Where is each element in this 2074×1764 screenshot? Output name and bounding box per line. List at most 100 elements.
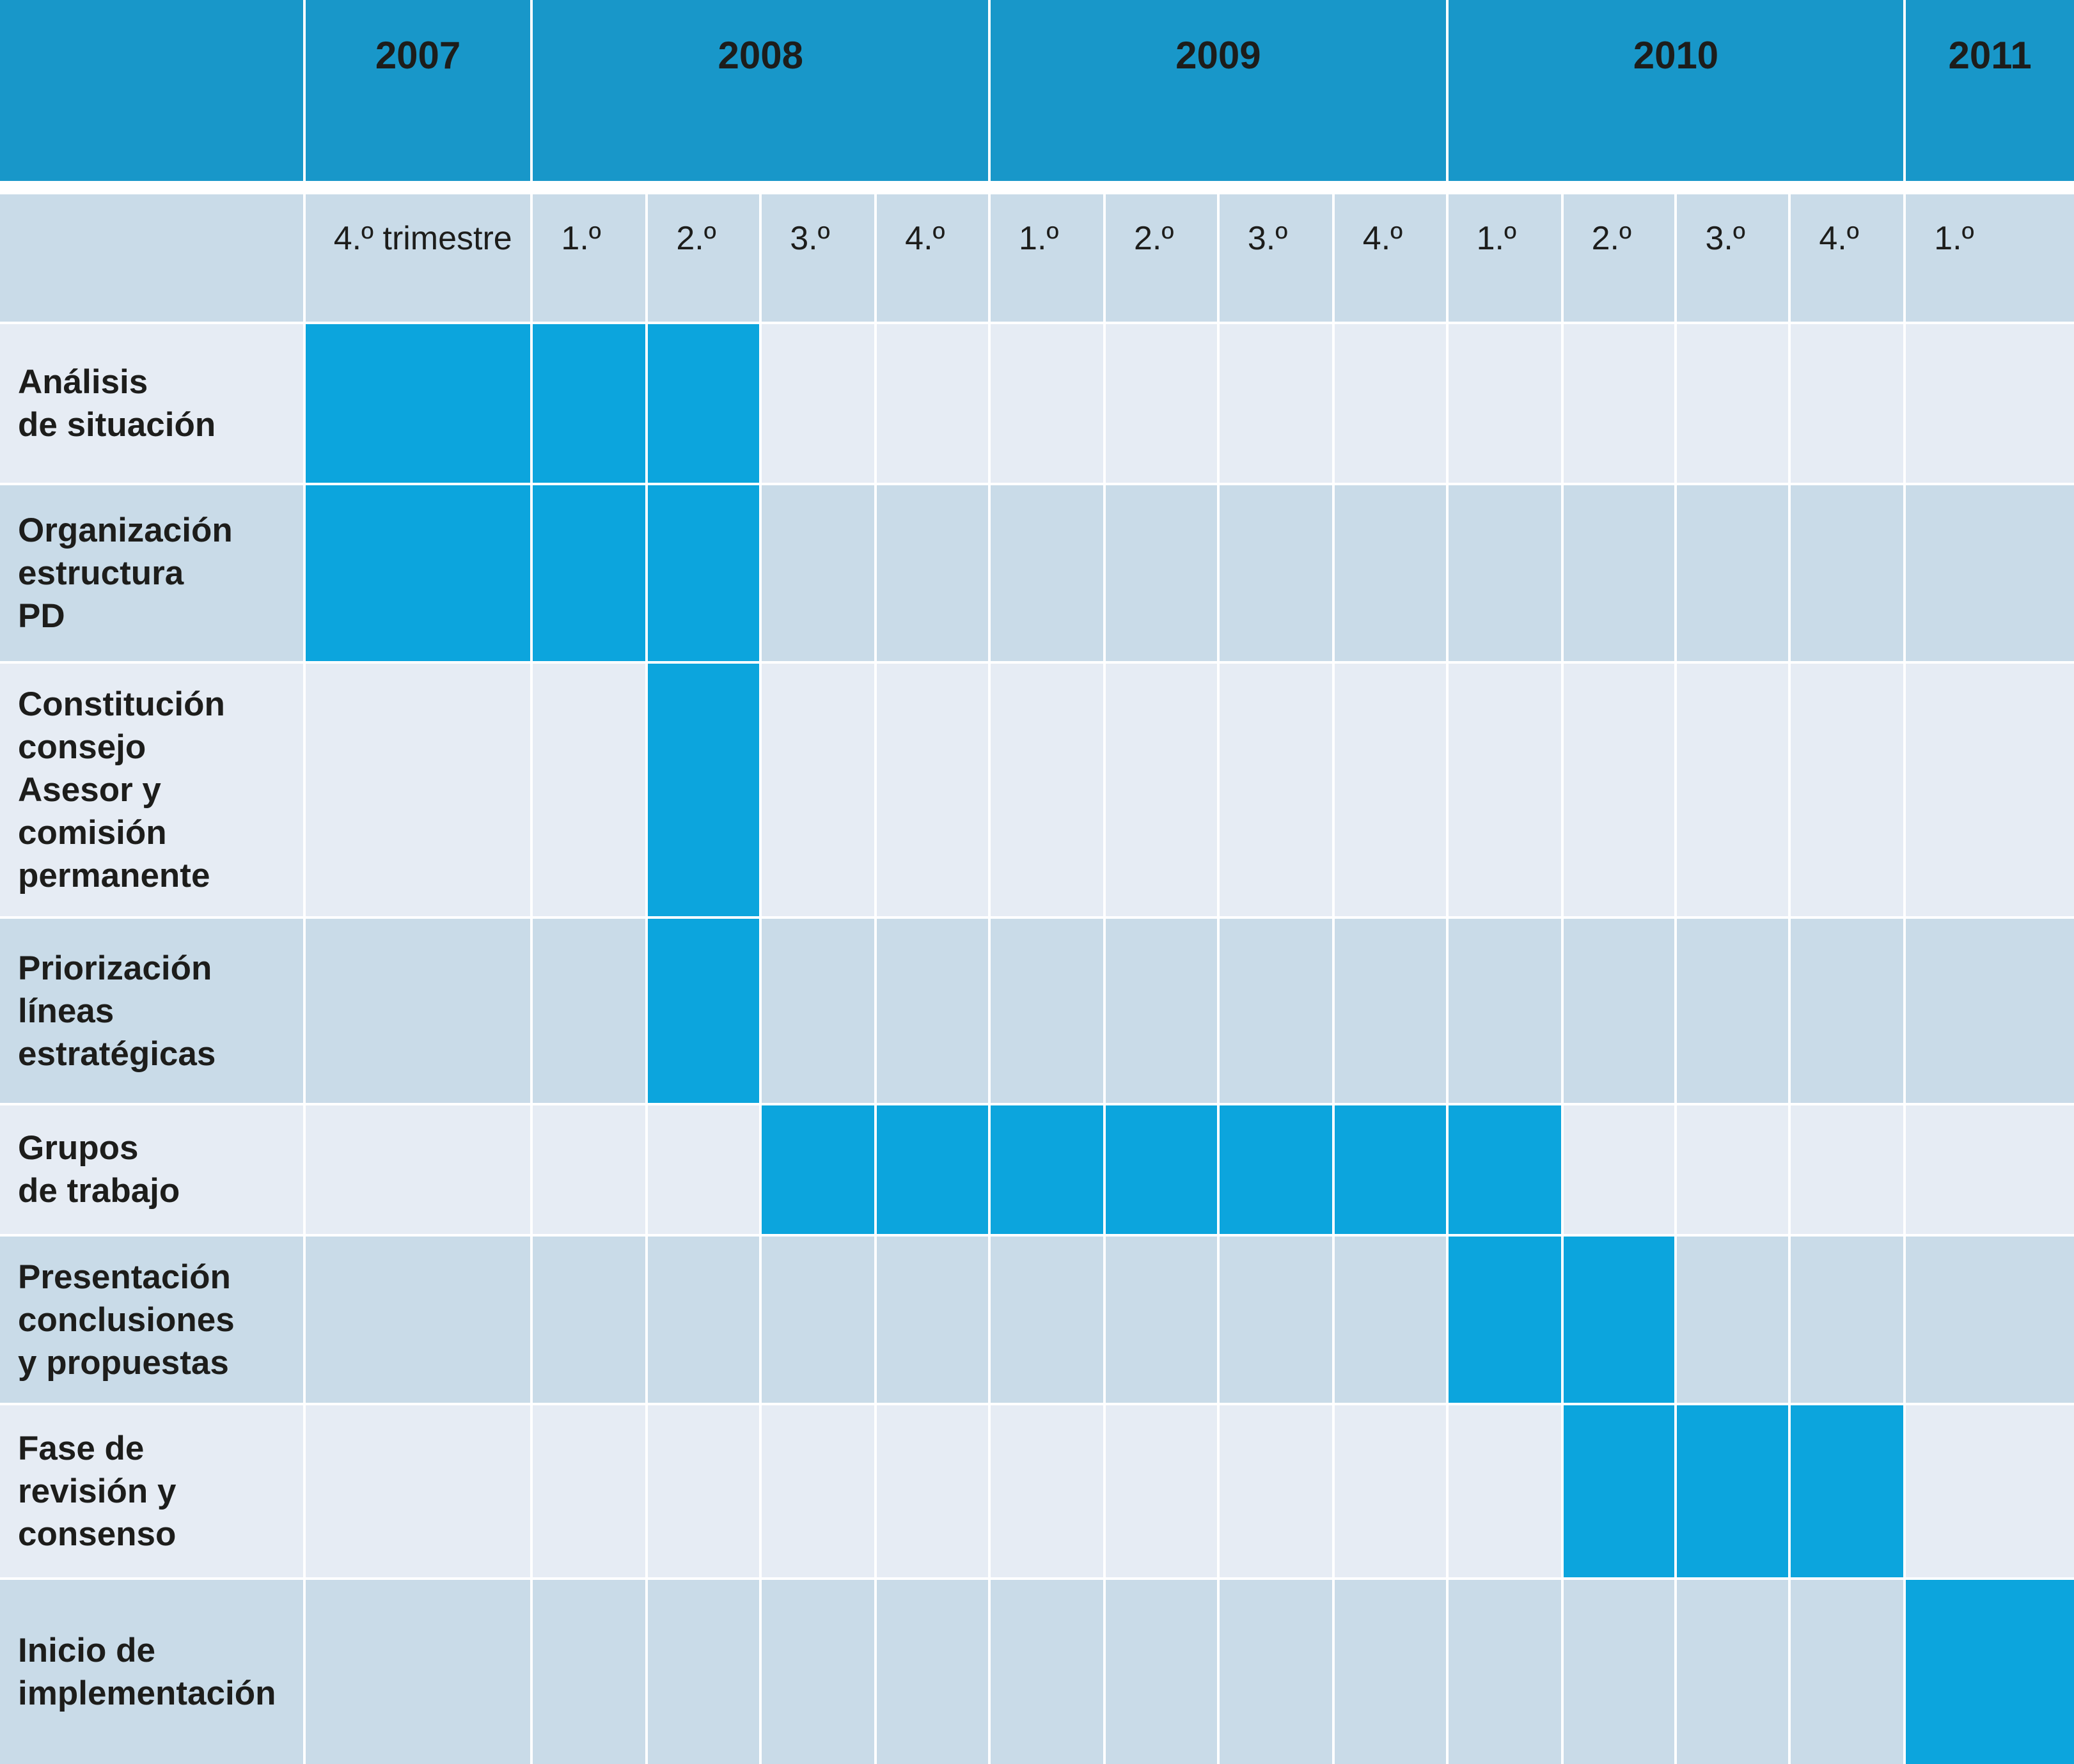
empty-cell	[991, 1580, 1103, 1764]
empty-cell	[762, 919, 875, 1103]
empty-cell	[1448, 324, 1561, 483]
year-header: 2009	[991, 0, 1446, 182]
empty-cell	[877, 324, 989, 483]
empty-cell	[1677, 1236, 1789, 1403]
empty-cell	[991, 919, 1103, 1103]
empty-cell	[648, 1105, 760, 1234]
empty-cell	[305, 664, 531, 917]
empty-cell	[877, 485, 989, 662]
empty-cell	[1791, 485, 1904, 662]
active-cell	[648, 485, 760, 662]
active-cell	[648, 919, 760, 1103]
empty-cell	[1334, 1236, 1446, 1403]
empty-cell	[1791, 1580, 1904, 1764]
empty-cell	[762, 664, 875, 917]
empty-cell	[1219, 919, 1332, 1103]
empty-cell	[533, 1580, 646, 1764]
empty-cell	[305, 1236, 531, 1403]
empty-cell	[305, 1405, 531, 1578]
empty-cell	[1906, 485, 2074, 662]
active-cell	[1334, 1105, 1446, 1234]
empty-cell	[1563, 324, 1675, 483]
active-cell	[1563, 1405, 1675, 1578]
empty-cell	[1105, 1580, 1217, 1764]
empty-cell	[1791, 324, 1904, 483]
empty-cell	[648, 1405, 760, 1578]
year-header: 2008	[533, 0, 989, 182]
empty-cell	[1906, 1236, 2074, 1403]
active-cell	[877, 1105, 989, 1234]
empty-cell	[1563, 485, 1675, 662]
header-corner	[0, 0, 303, 182]
quarter-header: 2.º	[1105, 194, 1217, 322]
empty-cell	[991, 485, 1103, 662]
task-label: Organización estructura PD	[0, 485, 303, 662]
empty-cell	[1105, 664, 1217, 917]
empty-cell	[305, 919, 531, 1103]
active-cell	[1448, 1105, 1561, 1234]
active-cell	[762, 1105, 875, 1234]
task-label: Priorización líneas estratégicas	[0, 919, 303, 1103]
active-cell	[1906, 1580, 2074, 1764]
empty-cell	[305, 1105, 531, 1234]
empty-cell	[762, 1405, 875, 1578]
task-label: Constitución consejo Asesor y comisión p…	[0, 664, 303, 917]
empty-cell	[1219, 324, 1332, 483]
quarter-header: 1.º	[1906, 194, 2074, 322]
empty-cell	[1677, 1105, 1789, 1234]
empty-cell	[1448, 1405, 1561, 1578]
quarter-header: 4.º	[1334, 194, 1446, 322]
active-cell	[305, 485, 531, 662]
empty-cell	[1219, 1236, 1332, 1403]
quarter-header: 1.º	[991, 194, 1103, 322]
active-cell	[1563, 1236, 1675, 1403]
empty-cell	[991, 664, 1103, 917]
empty-cell	[991, 1236, 1103, 1403]
quarter-header: 2.º	[1563, 194, 1675, 322]
empty-cell	[1563, 1105, 1675, 1234]
empty-cell	[1334, 664, 1446, 917]
empty-cell	[305, 1580, 531, 1764]
empty-cell	[1677, 919, 1789, 1103]
empty-cell	[762, 485, 875, 662]
empty-cell	[533, 1105, 646, 1234]
empty-cell	[1791, 919, 1904, 1103]
active-cell	[1448, 1236, 1561, 1403]
empty-cell	[1677, 664, 1789, 917]
quarter-header: 3.º	[762, 194, 875, 322]
quarter-header: 3.º	[1219, 194, 1332, 322]
empty-cell	[1105, 1236, 1217, 1403]
empty-cell	[1677, 1580, 1789, 1764]
task-label: Inicio de implementación	[0, 1580, 303, 1764]
quarter-corner	[0, 194, 303, 322]
empty-cell	[1219, 1580, 1332, 1764]
task-label: Análisis de situación	[0, 324, 303, 483]
empty-cell	[1105, 324, 1217, 483]
active-cell	[1791, 1405, 1904, 1578]
empty-cell	[1448, 485, 1561, 662]
empty-cell	[1334, 485, 1446, 662]
empty-cell	[1791, 1236, 1904, 1403]
empty-cell	[1105, 1405, 1217, 1578]
empty-cell	[1334, 1405, 1446, 1578]
empty-cell	[1448, 664, 1561, 917]
empty-cell	[1219, 664, 1332, 917]
empty-cell	[533, 664, 646, 917]
empty-cell	[1105, 919, 1217, 1103]
active-cell	[991, 1105, 1103, 1234]
empty-cell	[762, 1580, 875, 1764]
empty-cell	[648, 1236, 760, 1403]
empty-cell	[1906, 919, 2074, 1103]
empty-cell	[1677, 485, 1789, 662]
quarter-header: 4.º trimestre	[305, 194, 531, 322]
empty-cell	[762, 1236, 875, 1403]
active-cell	[648, 324, 760, 483]
empty-cell	[991, 1405, 1103, 1578]
year-header: 2011	[1906, 0, 2074, 182]
empty-cell	[1677, 324, 1789, 483]
empty-cell	[1906, 324, 2074, 483]
empty-cell	[1219, 1405, 1332, 1578]
quarter-header: 1.º	[1448, 194, 1561, 322]
task-label: Presentación conclusiones y propuestas	[0, 1236, 303, 1403]
